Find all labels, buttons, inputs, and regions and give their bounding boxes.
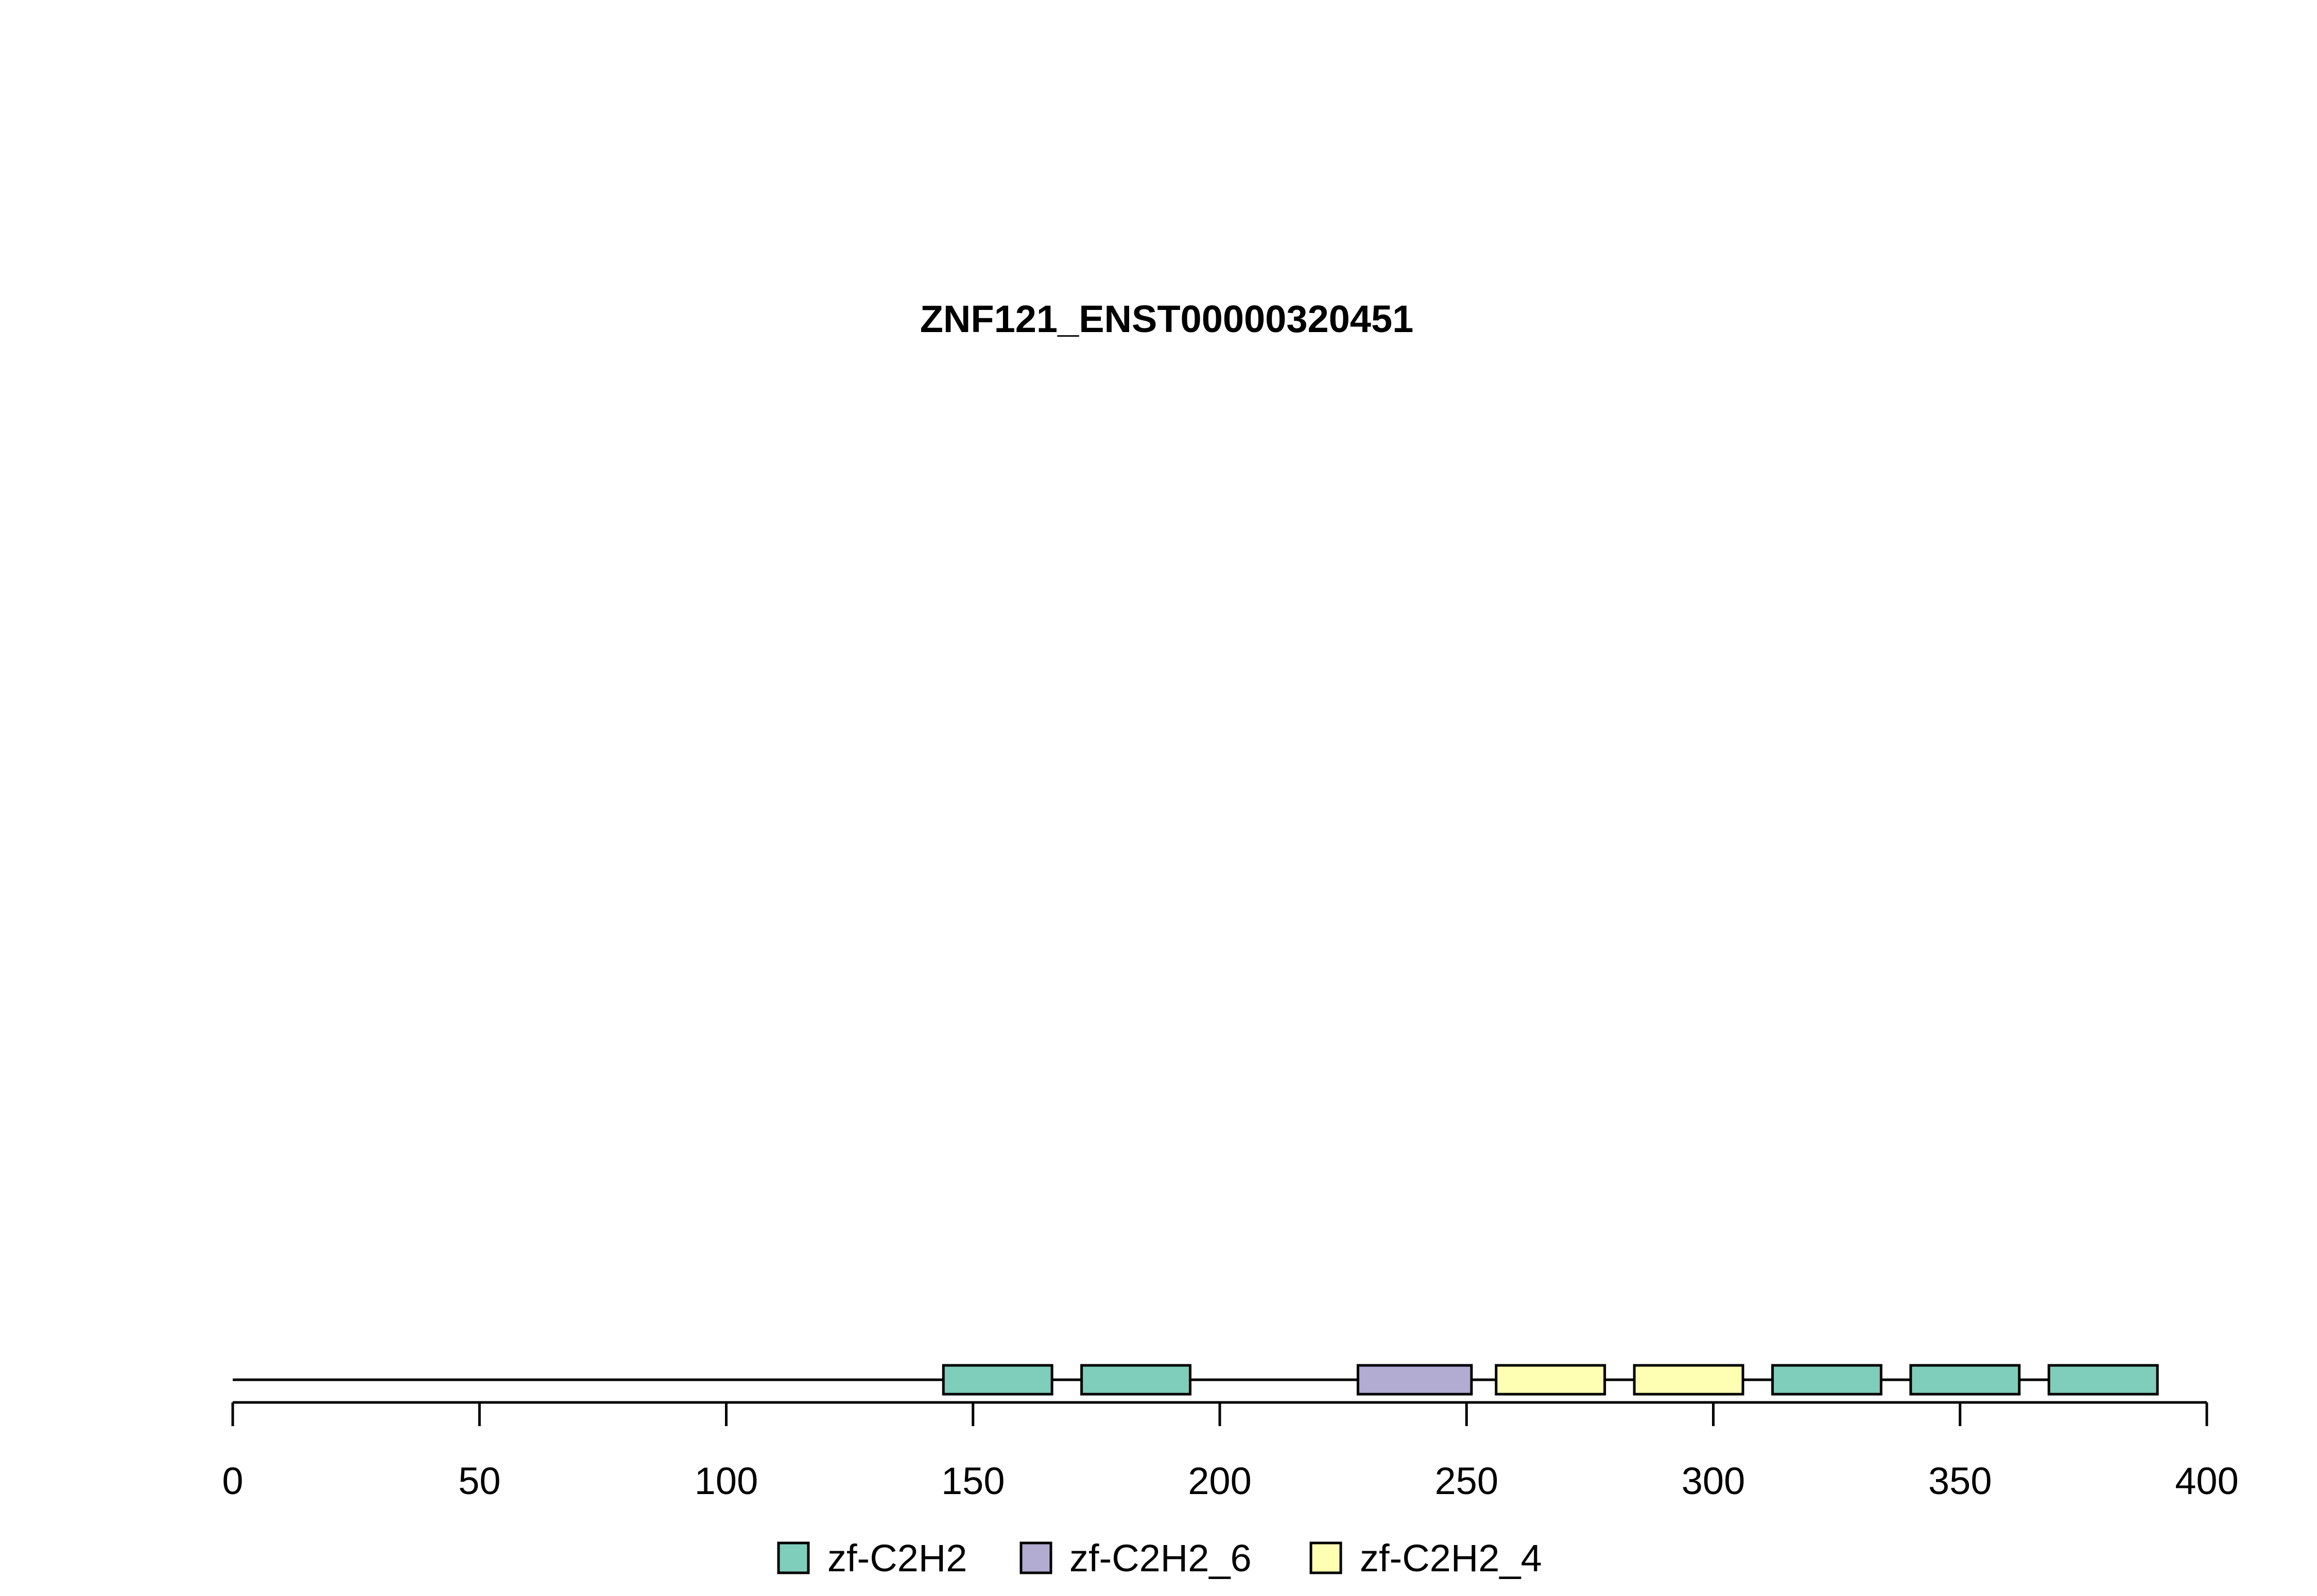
chart-title: ZNF121_ENST00000320451 [920, 298, 1414, 340]
legend-swatch-zf-c2h2 [777, 1541, 810, 1574]
legend-swatch-zf-c2h2-4 [1309, 1541, 1342, 1574]
legend-label-zf-c2h2-6: zf-C2H2_6 [1069, 1537, 1252, 1580]
x-tick-label-150: 150 [941, 1460, 1005, 1502]
domain-box-zf-c2h2-2 [1080, 1364, 1191, 1396]
legend-swatch-zf-c2h2-6 [1019, 1541, 1052, 1574]
x-tick-label-200: 200 [1188, 1460, 1251, 1502]
domain-box-zf-c2h2-1 [942, 1364, 1053, 1396]
x-tick-label-50: 50 [458, 1460, 500, 1502]
domain-box-zf-c2h2-4-5 [1633, 1364, 1744, 1396]
domain-boxes [942, 1364, 2159, 1396]
x-tick-label-300: 300 [1682, 1460, 1745, 1502]
x-axis: 0 50 100 150 200 250 300 350 400 [222, 1401, 2239, 1502]
x-tick-label-350: 350 [1928, 1460, 1992, 1502]
legend-label-zf-c2h2: zf-C2H2 [827, 1537, 967, 1580]
x-tick-label-250: 250 [1435, 1460, 1498, 1502]
domain-box-zf-c2h2-6 [1771, 1364, 1882, 1396]
legend-label-zf-c2h2-4: zf-C2H2_4 [1360, 1537, 1542, 1580]
x-tick-label-400: 400 [2175, 1460, 2238, 1502]
domain-box-zf-c2h2-4-4 [1495, 1364, 1606, 1396]
domain-box-zf-c2h2-6-3 [1356, 1364, 1473, 1396]
x-tick-label-0: 0 [222, 1460, 243, 1502]
legend: zf-C2H2 zf-C2H2_6 zf-C2H2_4 [777, 1537, 1542, 1580]
domain-box-zf-c2h2-7 [1909, 1364, 2021, 1396]
x-tick-label-100: 100 [695, 1460, 758, 1502]
domain-box-zf-c2h2-8 [2047, 1364, 2159, 1396]
